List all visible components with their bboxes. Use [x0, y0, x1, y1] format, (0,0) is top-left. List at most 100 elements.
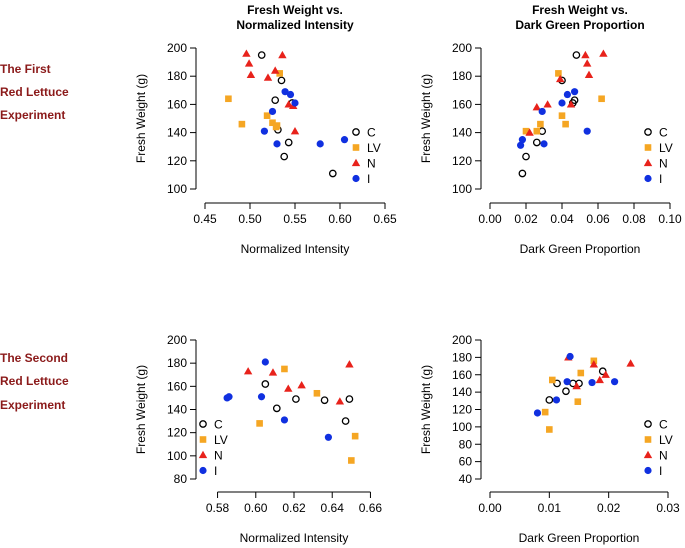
y-tick-label: 180	[167, 69, 187, 83]
y-tick-label: 80	[174, 472, 188, 486]
legend-marker-i	[644, 467, 651, 474]
data-point-lv	[264, 112, 271, 119]
legend-marker-i	[352, 175, 359, 182]
data-point-c	[278, 77, 284, 83]
legend-label-n: N	[214, 449, 223, 463]
data-point-c	[523, 153, 529, 159]
data-point-i	[291, 99, 298, 106]
data-point-n	[581, 51, 589, 58]
data-point-c	[293, 396, 299, 402]
data-point-n	[278, 51, 286, 58]
data-point-i	[539, 108, 546, 115]
chart-title-line: Dark Green Proportion	[515, 18, 644, 32]
row1-label-line1: The First	[0, 62, 51, 76]
data-point-lv	[225, 95, 232, 102]
legend-label-c: C	[659, 126, 668, 140]
data-point-lv	[562, 121, 569, 128]
x-axis-label: Normalized Intensity	[241, 242, 350, 256]
x-axis-label: Dark Green Proportion	[520, 242, 641, 256]
legend-label-n: N	[367, 157, 376, 171]
data-point-i	[540, 140, 547, 147]
y-tick-label: 140	[167, 126, 187, 140]
chart-panel-4: 0.00 0.01 0.02 0.03 40 60 80 100 120 140 160 180 200…	[419, 333, 680, 545]
y-tick-label: 120	[167, 426, 187, 440]
series-I	[517, 88, 591, 149]
legend-label-c: C	[659, 418, 668, 432]
data-point-n	[269, 368, 277, 375]
data-point-c	[262, 381, 268, 387]
legend-marker-i	[644, 175, 651, 182]
data-point-lv	[559, 112, 566, 119]
data-point-lv	[577, 370, 584, 377]
series-LV	[225, 70, 283, 130]
data-point-lv	[537, 121, 544, 128]
x-tick-label: 0.58	[206, 501, 230, 515]
data-point-i	[262, 358, 269, 365]
data-point-n	[291, 127, 299, 134]
data-point-c	[321, 397, 327, 403]
data-point-c	[330, 170, 336, 176]
legend-label-i: I	[214, 464, 217, 478]
data-point-n	[583, 59, 591, 66]
legend: CLV NI	[644, 418, 673, 479]
legend-label-n: N	[659, 157, 668, 171]
y-tick-label: 200	[167, 41, 187, 55]
y-axis-label: Fresh Weight (g)	[419, 74, 433, 163]
x-tick-label: 0.03	[656, 501, 680, 515]
series-LV	[542, 358, 597, 433]
legend-marker-lv	[353, 144, 360, 151]
data-point-n	[345, 360, 353, 367]
chart-title-line: Fresh Weight vs.	[532, 3, 628, 17]
data-point-lv	[281, 366, 288, 373]
data-point-c	[342, 418, 348, 424]
x-axis-label: Normalized Intensity	[240, 531, 349, 545]
data-point-i	[564, 91, 571, 98]
legend-label-i: I	[367, 172, 370, 186]
data-point-c	[519, 170, 525, 176]
legend-marker-lv	[645, 144, 652, 151]
legend-label-lv: LV	[367, 141, 381, 155]
data-point-i	[553, 396, 560, 403]
chart-panels: Fresh Weight vs.Normalized Intensity0.45…	[134, 3, 682, 545]
x-tick-label: 0.55	[283, 212, 307, 226]
data-point-n	[585, 71, 593, 78]
data-point-i	[611, 378, 618, 385]
legend-marker-c	[200, 421, 206, 427]
data-point-i	[519, 136, 526, 143]
data-point-lv	[352, 433, 359, 440]
legend-marker-i	[199, 467, 206, 474]
x-tick-label: 0.64	[321, 501, 345, 515]
legend-marker-n	[199, 451, 207, 458]
legend-label-lv: LV	[659, 433, 673, 447]
legend-marker-n	[644, 159, 652, 166]
chart-title-line: Normalized Intensity	[236, 18, 354, 32]
y-tick-label: 120	[452, 403, 472, 417]
chart-panel-1: Fresh Weight vs.Normalized Intensity0.45…	[134, 3, 397, 256]
data-point-c	[563, 388, 569, 394]
legend-marker-lv	[645, 436, 652, 443]
y-tick-label: 100	[167, 182, 187, 196]
data-point-i	[269, 108, 276, 115]
y-tick-label: 80	[459, 437, 473, 451]
data-point-i	[273, 140, 280, 147]
legend-marker-c	[353, 129, 359, 135]
x-tick-label: 0.62	[282, 501, 306, 515]
series-LV	[256, 366, 358, 464]
data-point-c	[274, 405, 280, 411]
data-point-n	[284, 384, 292, 391]
y-tick-label: 160	[452, 97, 472, 111]
legend-label-lv: LV	[214, 433, 228, 447]
data-point-i	[571, 88, 578, 95]
legend-marker-c	[645, 421, 651, 427]
data-point-i	[287, 91, 294, 98]
data-point-c	[346, 396, 352, 402]
y-tick-label: 100	[452, 182, 472, 196]
data-point-lv	[546, 426, 553, 433]
x-tick-label: 0.60	[244, 501, 268, 515]
legend: CLV NI	[199, 418, 228, 479]
data-point-c	[573, 52, 579, 58]
y-tick-label: 100	[452, 420, 472, 434]
y-tick-label: 140	[452, 385, 472, 399]
data-point-n	[271, 66, 279, 73]
chart-panel-2: Fresh Weight vs.Dark Green Proportion0.0…	[419, 3, 682, 256]
